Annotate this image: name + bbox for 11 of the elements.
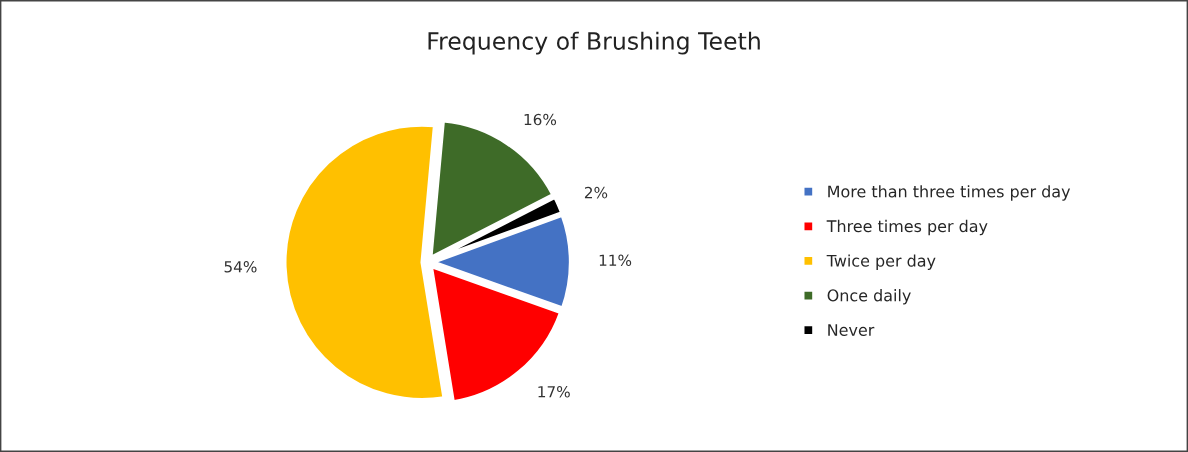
legend-label: Three times per day [826, 219, 988, 236]
legend-label: Once daily [827, 289, 911, 305]
legend-label: Never [828, 324, 875, 337]
chart-title: Frequency of Brushing Teeth [428, 31, 760, 55]
data-label: 54% [224, 260, 257, 273]
data-label: 11% [599, 254, 632, 266]
legend-label: Twice per day [826, 254, 936, 270]
legend-label: More than three times per day [828, 185, 1071, 201]
data-label: 2% [584, 186, 608, 199]
data-label: 17% [538, 385, 570, 398]
data-label: 16% [524, 113, 557, 126]
